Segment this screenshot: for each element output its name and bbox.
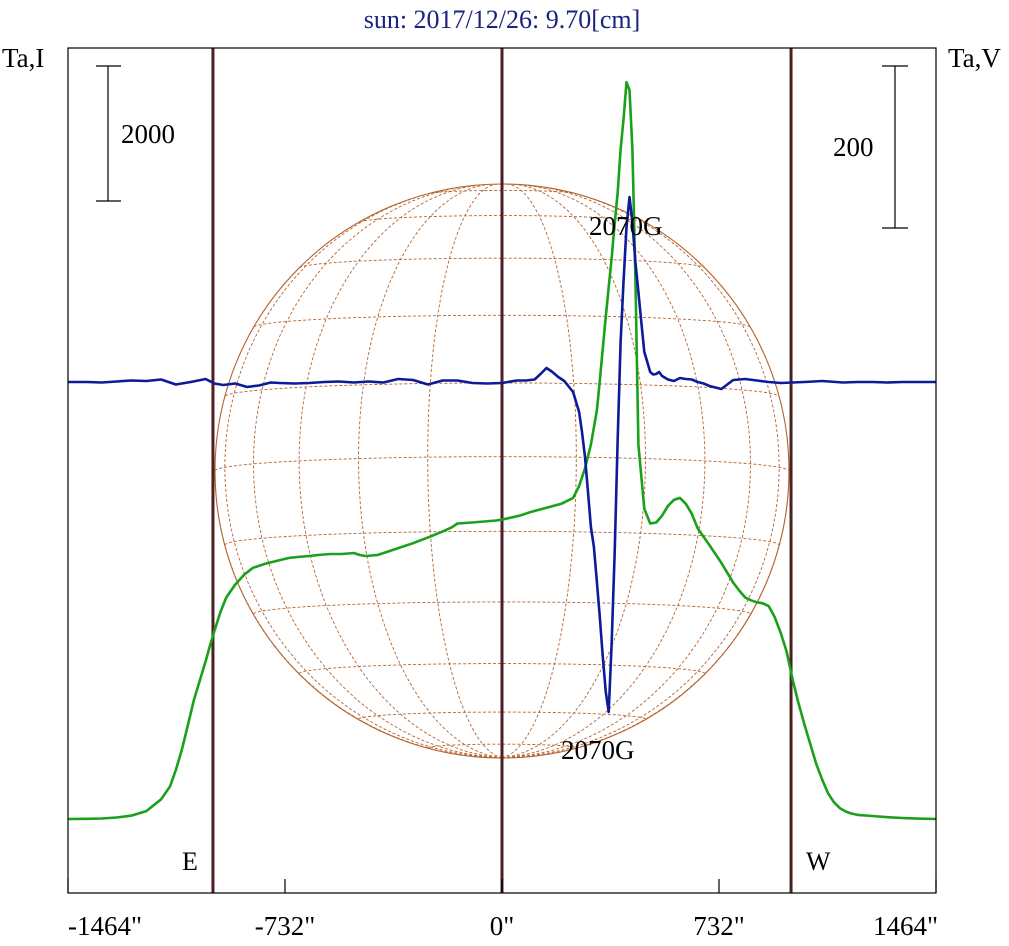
series-line-intensity xyxy=(67,80,937,821)
right-axis-label: Ta,V xyxy=(948,43,1001,73)
disk-meridian xyxy=(501,184,646,759)
disk-meridian xyxy=(501,189,780,759)
disk-meridian xyxy=(214,470,503,759)
disk-meridian xyxy=(224,189,503,759)
disk-meridian xyxy=(253,184,503,759)
disk-meridian xyxy=(501,184,751,759)
series-layer xyxy=(67,80,937,821)
left-scale-label: 2000 xyxy=(121,119,175,149)
left-scale-bar: 2000 xyxy=(96,65,175,202)
limb-markers xyxy=(211,48,793,893)
right-scale-label: 200 xyxy=(833,132,874,162)
annotation-peak: 2070G xyxy=(589,211,663,241)
disk-meridian xyxy=(501,184,706,759)
x-tick-label: -732" xyxy=(255,911,316,941)
series-line-polarization xyxy=(68,195,936,714)
disk-parallel xyxy=(299,257,705,269)
x-tick-label: -1464" xyxy=(68,911,142,941)
right-scale-bar: 200 xyxy=(833,65,908,229)
disk-meridian xyxy=(427,183,503,759)
x-axis-ticks: -1464" -732" 0" 732" 1464" xyxy=(67,879,938,941)
disk-meridian xyxy=(358,184,503,759)
x-tick-label: 1464" xyxy=(873,911,938,941)
disk-meridian xyxy=(298,184,503,759)
x-tick-label: 732" xyxy=(693,911,745,941)
disk-parallel xyxy=(359,215,645,223)
west-limb-label: W xyxy=(806,847,831,876)
disk-meridian xyxy=(501,470,790,759)
chart-title: sun: 2017/12/26: 9.70[cm] xyxy=(364,5,641,34)
left-axis-label: Ta,I xyxy=(2,43,44,73)
disk-parallel xyxy=(214,456,790,472)
east-limb-label: E xyxy=(182,847,198,876)
x-tick-label: 0" xyxy=(490,911,515,941)
annotation-trough: 2070G xyxy=(561,735,635,765)
disk-meridian xyxy=(501,183,577,759)
